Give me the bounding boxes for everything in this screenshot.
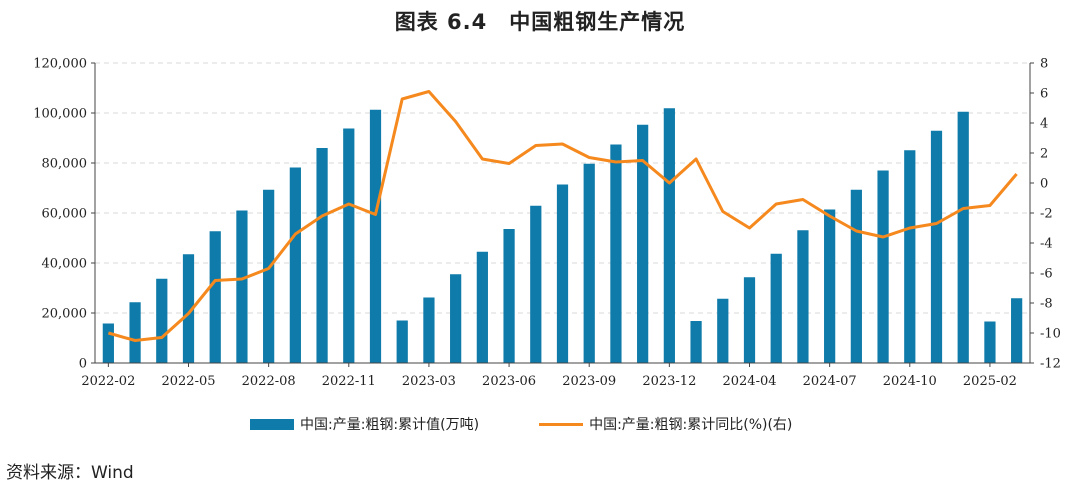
left-tick-label: 120,000 (33, 57, 87, 72)
bar (102, 323, 114, 363)
left-tick-label: 0 (79, 357, 87, 372)
legend: 中国:产量:粗钢:累计值(万吨) 中国:产量:粗钢:累计同比(%)(右) (250, 414, 792, 434)
x-tick-label: 2025-02 (963, 374, 1017, 389)
x-tick-label: 2022-08 (242, 374, 296, 389)
left-tick-label: 60,000 (42, 207, 88, 222)
bar (1011, 298, 1023, 363)
x-tick-label: 2023-06 (482, 374, 536, 389)
bar (530, 205, 542, 363)
source-note: 资料来源：Wind (6, 463, 134, 483)
bar (610, 144, 622, 363)
right-tick-label: -12 (1040, 357, 1061, 372)
bar (316, 148, 328, 363)
bar (824, 209, 836, 363)
bar (850, 189, 862, 363)
bar (129, 302, 141, 363)
bar (877, 170, 889, 363)
right-tick-label: -8 (1040, 297, 1053, 312)
bar (743, 277, 756, 363)
bar (930, 130, 943, 363)
bar (476, 251, 488, 363)
line-series (107, 90, 1018, 342)
bar (663, 108, 675, 363)
bar (583, 163, 595, 363)
right-tick-label: 8 (1040, 57, 1048, 72)
bar (690, 321, 702, 363)
right-tick-label: 4 (1040, 117, 1048, 132)
x-tick-label: 2023-03 (402, 374, 456, 389)
x-tick-label: 2024-10 (883, 374, 937, 389)
right-axis-ticks: -12 -10 -8 -6 -4 -2 0 2 4 6 8 (1030, 57, 1061, 372)
right-tick-label: 0 (1040, 177, 1048, 192)
chart: 020,00040,00060,00080,000100,000120,000 … (33, 57, 1061, 390)
right-tick-label: 6 (1040, 87, 1048, 102)
bar (984, 321, 996, 363)
x-axis-ticks: 2022-02 2022-05 2022-08 2022-11 2023-03 2023-… (81, 363, 1017, 389)
left-tick-label: 100,000 (33, 107, 87, 122)
left-tick-label: 40,000 (42, 257, 88, 272)
bar (209, 231, 221, 363)
bar-series (102, 108, 1023, 363)
chart-title: 图表 6.4 中国粗钢生产情况 (394, 10, 686, 34)
bar (343, 128, 355, 363)
bar (289, 167, 301, 363)
left-axis-ticks: 0 20,000 40,000 60,000 80,000 100,000 120,000 (33, 57, 95, 372)
legend-line-label: 中国:产量:粗钢:累计同比(%)(右) (589, 417, 793, 433)
x-tick-label: 2023-09 (562, 374, 616, 389)
bar (717, 298, 729, 363)
left-tick-label: 80,000 (42, 157, 88, 172)
x-tick-label: 2022-11 (322, 374, 376, 389)
legend-line-swatch (539, 422, 584, 426)
bar (156, 278, 168, 363)
bar (423, 297, 435, 363)
bar (263, 189, 275, 363)
bar (369, 109, 382, 363)
bar (556, 184, 569, 363)
legend-bar-label: 中国:产量:粗钢:累计值(万吨) (300, 417, 480, 433)
bar (904, 150, 916, 363)
bar (236, 210, 248, 363)
x-tick-label: 2024-04 (722, 374, 776, 389)
bar (182, 254, 195, 363)
bar (637, 124, 649, 363)
x-tick-label: 2023-12 (642, 374, 696, 389)
legend-item-line: 中国:产量:粗钢:累计同比(%)(右) (539, 414, 792, 434)
bar (396, 320, 408, 363)
bar (503, 229, 515, 363)
bar (797, 230, 809, 363)
right-tick-label: -10 (1040, 327, 1061, 342)
legend-bar-swatch (250, 418, 294, 430)
x-tick-label: 2024-07 (803, 374, 857, 389)
bar (957, 111, 969, 363)
bar (450, 274, 462, 363)
left-tick-label: 20,000 (42, 307, 88, 322)
gridlines (95, 62, 1030, 314)
right-tick-label: 2 (1040, 147, 1048, 162)
right-tick-label: -2 (1040, 207, 1053, 222)
right-tick-label: -6 (1040, 267, 1053, 282)
x-tick-label: 2022-02 (81, 374, 135, 389)
x-tick-label: 2022-05 (161, 374, 215, 389)
right-tick-label: -4 (1040, 237, 1053, 252)
legend-item-bar: 中国:产量:粗钢:累计值(万吨) (250, 414, 479, 434)
bar (770, 253, 782, 363)
